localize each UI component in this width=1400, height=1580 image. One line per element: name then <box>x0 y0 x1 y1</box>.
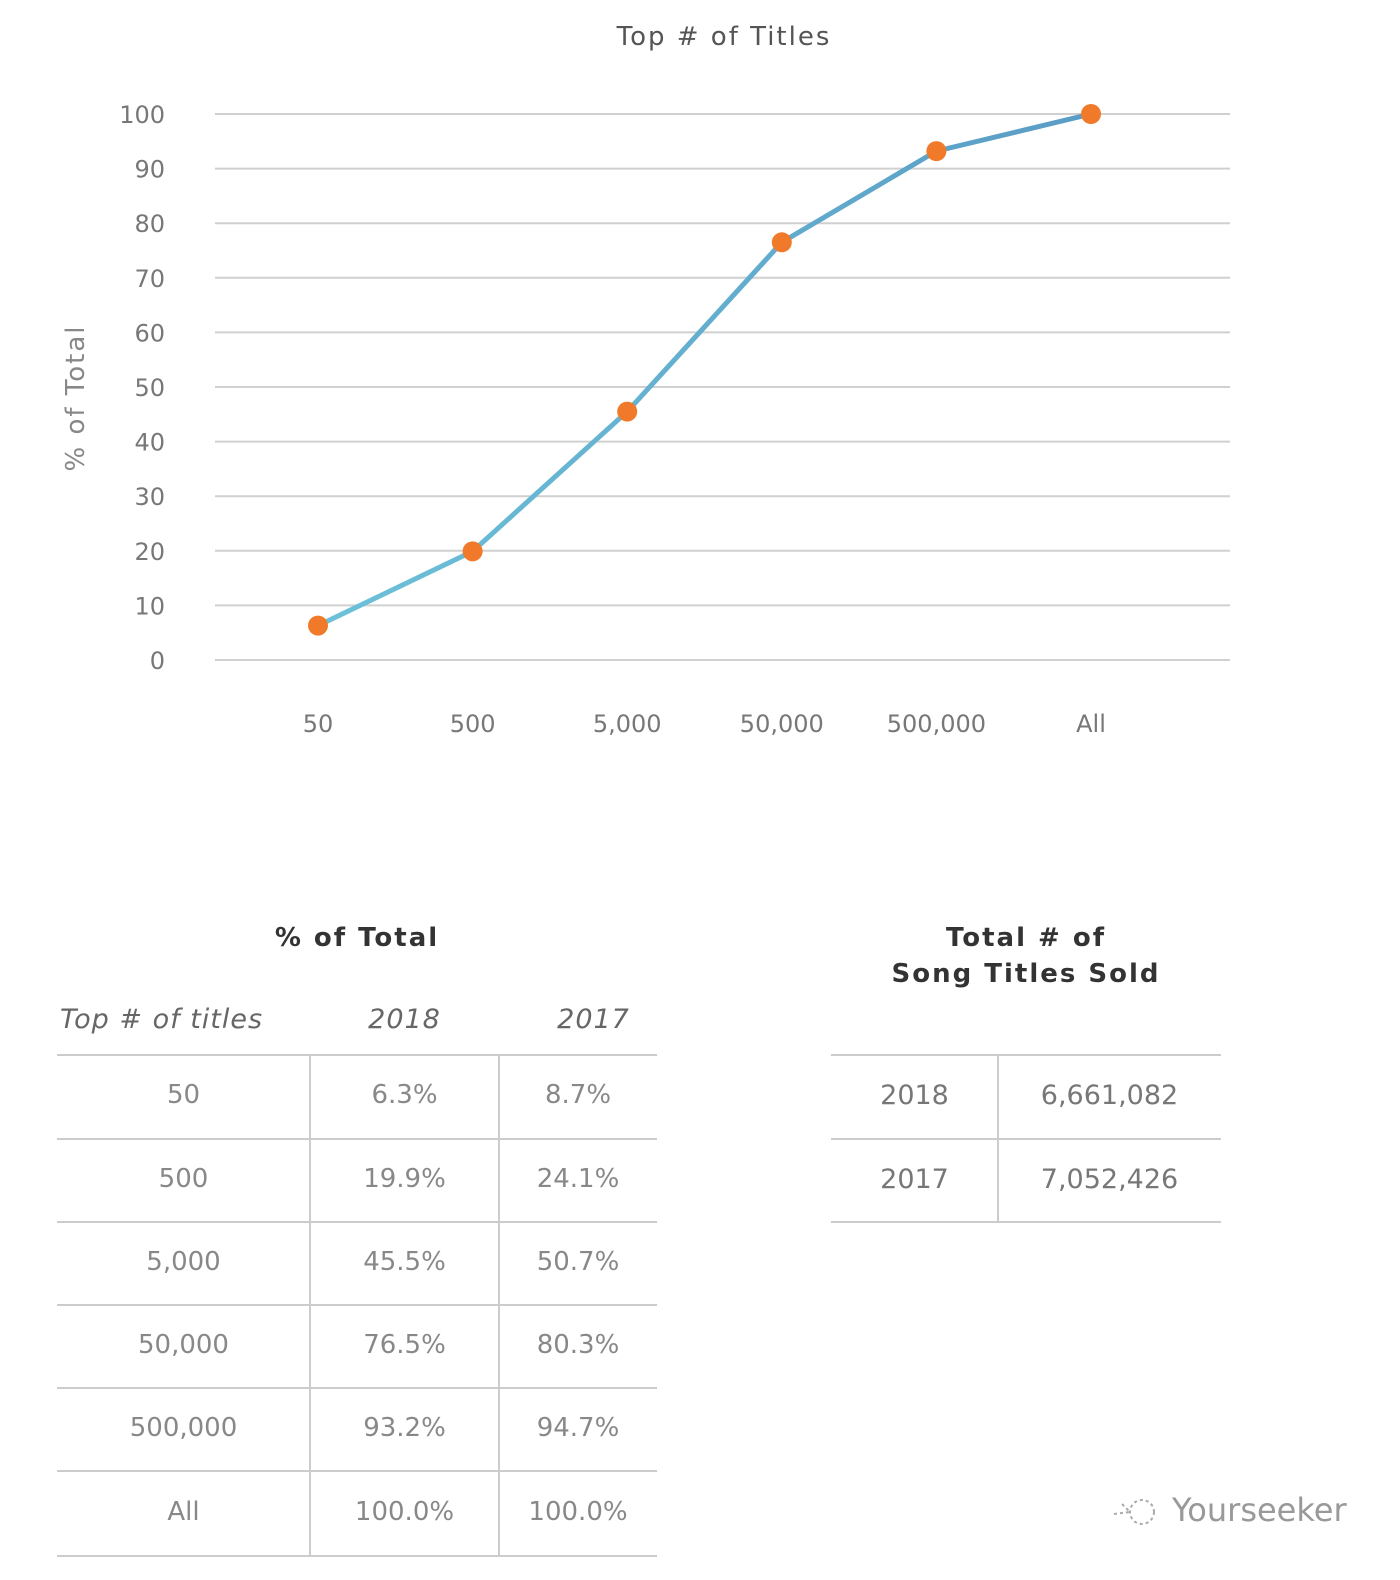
x-tick-label: 50,000 <box>740 710 824 738</box>
row-divider <box>57 1470 657 1472</box>
watermark-text: Yourseeker <box>1172 1491 1347 1529</box>
pct-table-title: % of Total <box>274 923 440 953</box>
y-tick-label: 10 <box>134 592 165 620</box>
y-tick-label: 90 <box>134 156 165 184</box>
table-cell: All <box>167 1496 200 1527</box>
y-axis-label: % of Total <box>61 324 91 471</box>
x-tick-label: 500,000 <box>887 710 986 738</box>
x-tick-label: 5,000 <box>593 710 662 738</box>
table-cell: 50,000 <box>138 1329 229 1360</box>
row-divider <box>831 1054 1221 1056</box>
col-header-top-titles: Top # of titles <box>60 1004 264 1035</box>
table-cell: 2018 <box>880 1080 949 1111</box>
column-divider <box>997 1054 999 1221</box>
data-point <box>771 232 792 253</box>
total-table-title: Total # of Song Titles Sold <box>831 920 1221 992</box>
col-header-2017: 2017 <box>557 1004 630 1035</box>
table-cell: 24.1% <box>536 1163 620 1194</box>
table-cell: 6.3% <box>371 1080 438 1110</box>
table-cell: 50 <box>166 1080 201 1110</box>
data-point <box>617 401 638 422</box>
table-cell: 500,000 <box>129 1412 238 1443</box>
table-cell: 100.0% <box>528 1496 628 1527</box>
table-cell: 100.0% <box>354 1496 455 1527</box>
table-cell: 76.5% <box>363 1329 446 1360</box>
line-chart: Top # of Titles % of Total 0 10 20 30 40 50 60… <box>61 22 1230 738</box>
y-tick-label: 70 <box>134 265 165 293</box>
col-header-2018: 2018 <box>368 1004 441 1035</box>
row-divider <box>57 1387 657 1389</box>
watermark: Yourseeker <box>1112 1490 1347 1530</box>
table-cell: 94.7% <box>536 1412 620 1443</box>
y-tick-label: 50 <box>134 374 165 402</box>
row-divider <box>831 1138 1221 1140</box>
y-tick-label: 60 <box>134 319 165 347</box>
row-divider <box>57 1054 657 1056</box>
watermark-logo-icon <box>1113 1499 1155 1525</box>
y-tick-label: 100 <box>119 101 165 129</box>
table-cell: 19.9% <box>363 1163 446 1194</box>
chart-title: Top # of Titles <box>616 22 832 52</box>
row-divider <box>57 1221 657 1223</box>
data-point <box>1081 104 1101 124</box>
row-divider <box>57 1138 657 1140</box>
total-title-line1: Total # of <box>945 923 1107 953</box>
x-tick-label: 50 <box>303 710 334 738</box>
column-divider <box>498 1054 500 1555</box>
x-tick-label: All <box>1076 710 1106 738</box>
table-cell: 93.2% <box>363 1412 446 1443</box>
row-divider <box>57 1304 657 1306</box>
series-line <box>316 111 1092 628</box>
y-tick-label: 80 <box>134 210 165 238</box>
table-cell: 7,052,426 <box>1040 1163 1179 1195</box>
table-cell: 8.7% <box>544 1080 612 1110</box>
y-tick-label: 40 <box>134 429 165 457</box>
table-cell: 50.7% <box>536 1246 620 1277</box>
table-cell: 5,000 <box>146 1246 221 1277</box>
y-tick-label: 30 <box>134 483 165 511</box>
y-tick-label: 0 <box>150 647 165 675</box>
table-cell: 45.5% <box>363 1246 446 1277</box>
data-point <box>462 541 483 562</box>
table-cell: 500 <box>158 1163 209 1194</box>
data-point <box>926 141 947 162</box>
row-divider <box>57 1555 657 1557</box>
data-point <box>308 615 328 636</box>
table-cell: 6,661,082 <box>1040 1080 1179 1111</box>
table-cell: 2017 <box>880 1163 949 1195</box>
total-title-line2: Song Titles Sold <box>891 959 1161 989</box>
table-cell: 80.3% <box>536 1329 620 1360</box>
row-divider <box>831 1221 1221 1223</box>
column-divider <box>309 1054 311 1555</box>
x-tick-label: 500 <box>450 710 496 738</box>
y-tick-label: 20 <box>134 538 165 566</box>
